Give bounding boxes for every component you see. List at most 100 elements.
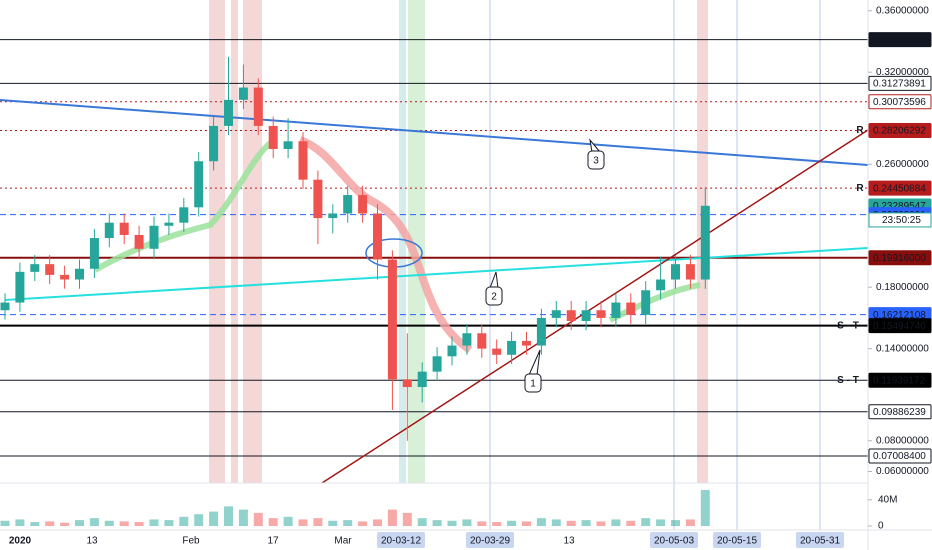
- candle-body: [119, 222, 129, 235]
- candle-body: [358, 195, 368, 214]
- countdown: 23:50:25: [882, 215, 921, 226]
- x-tick-label: 20-05-31: [800, 536, 840, 547]
- candle-body: [596, 310, 606, 318]
- callout-pointer: [489, 271, 499, 289]
- candle-body: [343, 195, 353, 214]
- candle-body: [283, 141, 293, 149]
- volume-bar: [298, 519, 308, 526]
- y-tick-label: 0.08000000: [876, 435, 929, 446]
- x-tick-label: 20-05-15: [717, 536, 757, 547]
- trendline: [321, 129, 869, 484]
- callout-pointer: [528, 349, 541, 376]
- candle-body: [15, 271, 25, 303]
- y-tick-label: 0.32000000: [876, 67, 929, 78]
- volume-bar: [685, 519, 695, 526]
- candles: [0, 56, 710, 441]
- volume-bar: [536, 518, 546, 526]
- level-label: R: [856, 125, 864, 136]
- v-tick-label: 0: [878, 521, 884, 532]
- volume: [0, 489, 710, 526]
- candle-body: [685, 264, 695, 280]
- candle-body: [30, 264, 40, 272]
- volume-bar: [313, 518, 323, 526]
- candle-body: [581, 310, 591, 321]
- candle-body: [507, 340, 517, 355]
- candle-body: [0, 302, 10, 311]
- volume-bar: [343, 520, 353, 526]
- volume-bar: [30, 522, 40, 526]
- level-label: S - T: [837, 320, 859, 331]
- volume-bar: [0, 520, 10, 526]
- candle-body: [566, 310, 576, 321]
- candle-body: [536, 317, 546, 346]
- x-tick-label: 13: [563, 536, 575, 547]
- price-tag-label: 0.16212108: [873, 310, 926, 321]
- volume-bar: [387, 509, 397, 526]
- volume-bar: [45, 521, 55, 526]
- candle-body: [626, 302, 636, 315]
- price-tag: [868, 404, 932, 420]
- price-tag: [868, 122, 932, 138]
- volume-bar: [566, 520, 576, 526]
- band: [243, 0, 262, 483]
- volume-bar: [432, 520, 442, 526]
- x-tick-label: 20-03-12: [381, 536, 421, 547]
- candle-body: [328, 213, 338, 219]
- volume-bar: [283, 516, 293, 526]
- candle-body: [641, 290, 651, 315]
- volume-bar: [611, 519, 621, 526]
- x-label-highlight: [796, 532, 844, 548]
- volume-bar: [179, 516, 189, 526]
- volume-bar: [164, 520, 174, 526]
- price-axis: 0.36000000 0.32000000 0.26000000 0.18000000…: [868, 5, 932, 532]
- x-tick-label: Mar: [334, 536, 352, 547]
- candle-body: [45, 264, 55, 275]
- time-axis: 2020 13 Feb 17 Mar 20-03-12 20-03-29 13 20-05-03…: [9, 532, 844, 548]
- volume-bar: [149, 519, 159, 526]
- trendline: [4, 247, 869, 301]
- candle-body: [492, 348, 502, 355]
- volume-bar: [328, 520, 338, 526]
- price-tag-label: 0.07008400: [873, 451, 926, 462]
- x-tick-label: Feb: [182, 536, 200, 547]
- volume-bar: [700, 489, 710, 526]
- price-tag-label: 0.09886239: [873, 407, 926, 418]
- candle-body: [164, 222, 174, 226]
- price-tag: [868, 318, 932, 334]
- x-tick-label: 17: [267, 536, 279, 547]
- volume-bar: [507, 520, 517, 526]
- candle-body: [194, 161, 204, 208]
- x-label-highlight: [466, 532, 514, 548]
- x-label-highlight: [650, 532, 698, 548]
- level-label: R: [856, 183, 864, 194]
- callout-box: [524, 373, 542, 393]
- volume-bar: [671, 520, 680, 526]
- price-tag-label: 0.19916000: [873, 253, 926, 264]
- volume-bar: [104, 520, 114, 526]
- x-tick-label: 20-05-03: [654, 536, 694, 547]
- volume-bar: [641, 518, 651, 526]
- volume-bar: [238, 509, 248, 526]
- candle-body: [373, 213, 382, 260]
- price-tag-label: 0.30073596: [873, 97, 926, 108]
- price-tag-label: 0.11939172: [873, 375, 926, 386]
- candle-body: [253, 87, 263, 126]
- y-tick-label: 0.36000000: [876, 5, 929, 16]
- callout-label: 2: [491, 292, 497, 303]
- volume-bar: [581, 520, 591, 526]
- candle-body: [700, 205, 710, 280]
- candle-body: [656, 279, 666, 291]
- price-tag-label: 0.24450884: [873, 183, 926, 194]
- volume-bar: [209, 511, 219, 526]
- volume-bar: [596, 521, 606, 526]
- countdown-box: [868, 212, 932, 228]
- volume-bar: [402, 512, 412, 526]
- volume-bar: [89, 518, 99, 526]
- volume-bar: [447, 520, 457, 526]
- volume-bar: [134, 522, 144, 526]
- x-label-highlight: [713, 532, 761, 548]
- price-tag: [868, 180, 932, 196]
- candle-body: [134, 234, 144, 249]
- candle-body: [298, 141, 308, 180]
